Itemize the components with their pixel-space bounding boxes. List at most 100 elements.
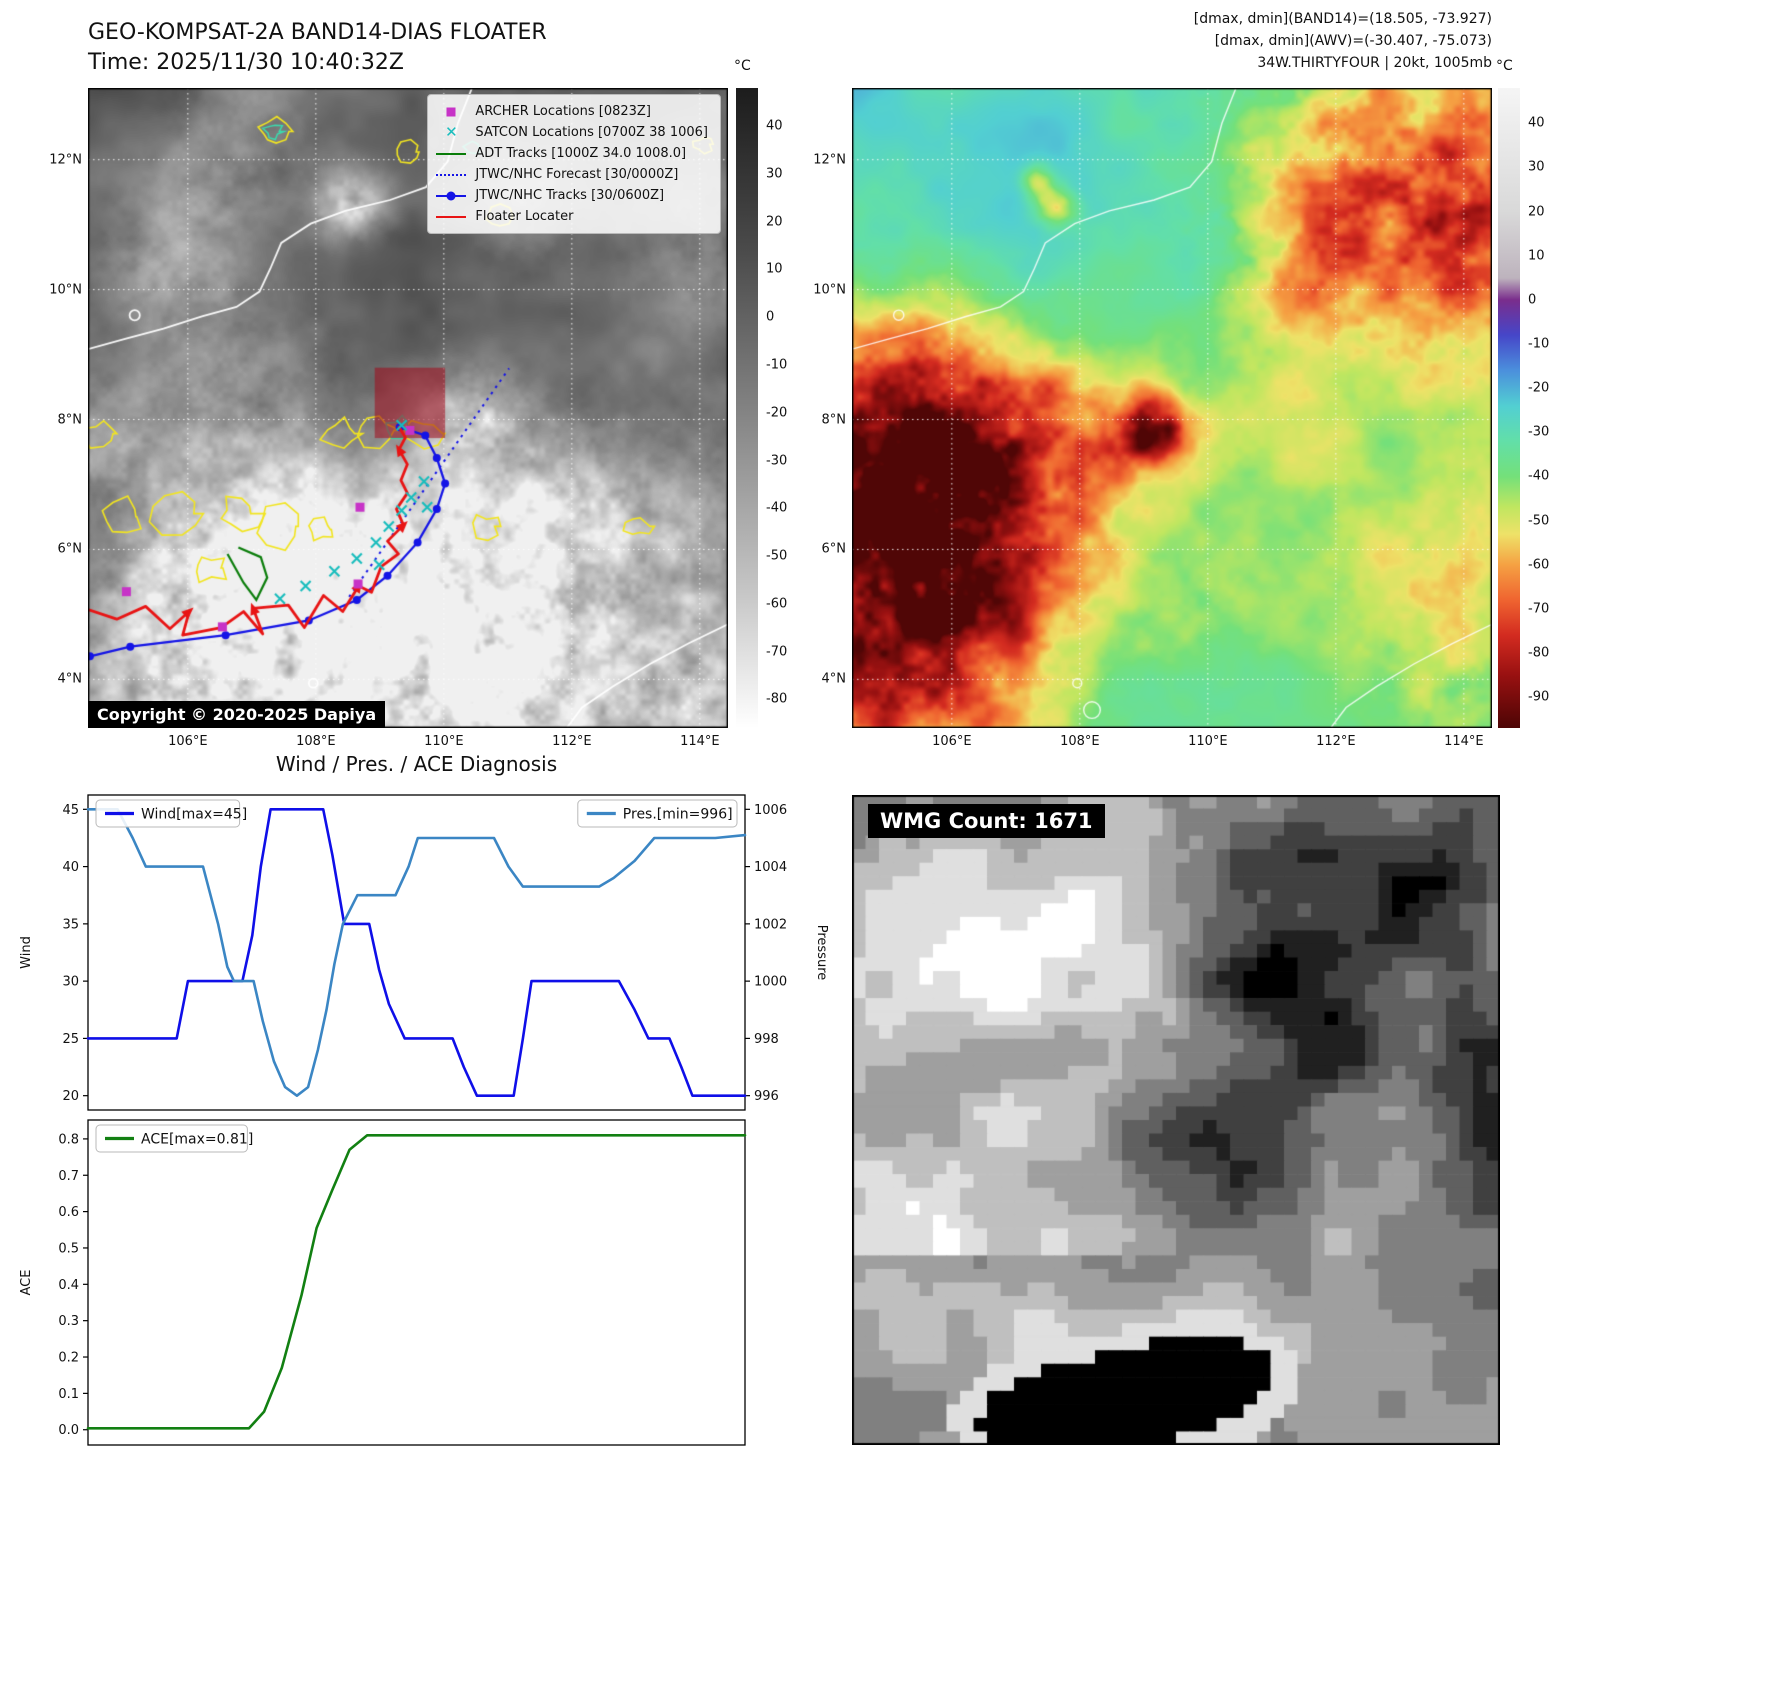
colorbar-tick-label: -80 xyxy=(1528,645,1550,661)
legend-entry: ✕ SATCON Locations [0700Z 38 1006] xyxy=(436,122,708,143)
awv-colorbar xyxy=(1498,88,1520,728)
colorbar-tick-label: 0 xyxy=(1528,292,1537,308)
colorbar-tick-label: -40 xyxy=(766,500,788,516)
colorbar-tick-label: -40 xyxy=(1528,468,1550,484)
colorbar-tick-label: 10 xyxy=(1528,248,1545,264)
awv-satellite-image xyxy=(852,88,1492,728)
legend-entry-label: JTWC/NHC Forecast [30/0000Z] xyxy=(475,167,679,182)
band14-time: Time: 2025/11/30 10:40:32Z xyxy=(88,50,404,75)
lon-tick-label: 114°E xyxy=(1444,734,1484,749)
lat-tick-label: 10°N xyxy=(49,282,82,298)
colorbar-tick-label: -20 xyxy=(766,405,788,421)
colorbar-tick-label: -70 xyxy=(766,644,788,660)
awv-colorbar-unit: °C xyxy=(1496,58,1513,74)
awv-header-line1: [dmax, dmin](BAND14)=(18.505, -73.927) xyxy=(1193,11,1492,27)
colorbar-tick-label: -60 xyxy=(1528,557,1550,573)
colorbar-tick-label: -10 xyxy=(766,357,788,373)
svg-text:Wind: Wind xyxy=(19,936,34,969)
line-marker-icon xyxy=(436,209,467,225)
colorbar-tick-label: -30 xyxy=(766,453,788,469)
lat-tick-label: 4°N xyxy=(57,671,83,687)
copyright-badge: Copyright © 2020-2025 Dapiya xyxy=(88,701,386,728)
legend-entry: JTWC/NHC Forecast [30/0000Z] xyxy=(436,164,708,185)
lat-tick-label: 8°N xyxy=(821,412,847,428)
lon-tick-label: 110°E xyxy=(424,734,464,749)
legend-entry-label: ARCHER Locations [0823Z] xyxy=(475,104,651,119)
svg-text:35: 35 xyxy=(62,917,79,932)
colorbar-tick-label: -30 xyxy=(1528,424,1550,440)
line-marker-icon xyxy=(436,146,467,162)
svg-text:0.7: 0.7 xyxy=(58,1169,79,1184)
awv-header-line3: 34W.THIRTYFOUR | 20kt, 1005mb xyxy=(1257,55,1492,71)
lat-tick-label: 12°N xyxy=(813,152,846,168)
wmg-panel: WMG Count: 1671 xyxy=(852,795,1500,1445)
band14-map: ARCHER Locations [0823Z] ✕ SATCON Location… xyxy=(88,88,728,728)
lon-tick-label: 112°E xyxy=(1316,734,1356,749)
lon-tick-label: 106°E xyxy=(168,734,208,749)
svg-text:996: 996 xyxy=(754,1089,779,1104)
legend-entry-label: Floater Locater xyxy=(475,209,574,224)
svg-text:998: 998 xyxy=(754,1032,779,1047)
svg-text:30: 30 xyxy=(62,975,79,990)
colorbar-tick-label: -70 xyxy=(1528,601,1550,617)
svg-text:1000: 1000 xyxy=(754,975,787,990)
lat-tick-label: 8°N xyxy=(57,412,83,428)
svg-text:40: 40 xyxy=(62,860,79,875)
legend-entry: ARCHER Locations [0823Z] xyxy=(436,101,708,122)
colorbar-tick-label: 20 xyxy=(1528,204,1545,220)
svg-text:1006: 1006 xyxy=(754,803,787,818)
lon-tick-label: 108°E xyxy=(1060,734,1100,749)
colorbar-tick-label: -10 xyxy=(1528,336,1550,352)
svg-text:0.4: 0.4 xyxy=(58,1278,79,1293)
ace-chart: 0.0 0.1 0.2 0.3 0.4 0.5 0.6 0.7 0.8 ACE ACE[max=0.… xyxy=(19,1119,747,1446)
awv-header: [dmax, dmin](BAND14)=(18.505, -73.927) [… xyxy=(1194,8,1492,74)
svg-text:Wind[max=45]: Wind[max=45] xyxy=(141,807,247,823)
svg-text:1004: 1004 xyxy=(754,860,787,875)
awv-map xyxy=(852,88,1492,728)
lat-tick-label: 6°N xyxy=(821,541,847,557)
wmg-microwave-image xyxy=(852,795,1500,1445)
colorbar-tick-label: -80 xyxy=(766,691,788,707)
svg-text:0.1: 0.1 xyxy=(58,1387,79,1402)
svg-text:0.5: 0.5 xyxy=(58,1241,79,1256)
colorbar-tick-label: 30 xyxy=(1528,159,1545,175)
band14-colorbar-unit: °C xyxy=(734,58,751,74)
dotted-marker-icon xyxy=(436,167,467,183)
colorbar-tick-label: 30 xyxy=(766,166,783,182)
lon-tick-label: 114°E xyxy=(680,734,720,749)
svg-text:20: 20 xyxy=(62,1089,79,1104)
awv-header-line2: [dmax, dmin](AWV)=(-30.407, -75.073) xyxy=(1214,33,1492,49)
svg-text:45: 45 xyxy=(62,803,79,818)
svg-text:0.2: 0.2 xyxy=(58,1351,79,1366)
svg-text:1002: 1002 xyxy=(754,917,787,932)
svg-text:25: 25 xyxy=(62,1032,79,1047)
svg-text:Pressure: Pressure xyxy=(814,925,829,981)
colorbar-tick-label: 40 xyxy=(1528,115,1545,131)
legend-entry: ADT Tracks [1000Z 34.0 1008.0] xyxy=(436,143,708,164)
lat-tick-label: 6°N xyxy=(57,541,83,557)
lon-tick-label: 108°E xyxy=(296,734,336,749)
svg-text:Pres.[min=996]: Pres.[min=996] xyxy=(623,807,733,823)
legend-entry: Floater Locater xyxy=(436,206,708,227)
colorbar-tick-label: -20 xyxy=(1528,380,1550,396)
band14-title: GEO-KOMPSAT-2A BAND14-DIAS FLOATER xyxy=(88,20,547,45)
lat-tick-label: 10°N xyxy=(813,282,846,298)
colorbar-tick-label: 0 xyxy=(766,309,775,325)
legend-entry-label: JTWC/NHC Tracks [30/0600Z] xyxy=(475,188,665,203)
wmg-count-label: WMG Count: 1671 xyxy=(868,804,1105,838)
colorbar-tick-label: -50 xyxy=(766,548,788,564)
svg-text:ACE: ACE xyxy=(19,1270,34,1296)
colorbar-tick-label: -60 xyxy=(766,596,788,612)
legend-entry: JTWC/NHC Tracks [30/0600Z] xyxy=(436,185,708,206)
colorbar-tick-label: -50 xyxy=(1528,513,1550,529)
svg-text:ACE[max=0.81]: ACE[max=0.81] xyxy=(141,1132,253,1148)
lon-tick-label: 106°E xyxy=(932,734,972,749)
colorbar-tick-label: -90 xyxy=(1528,689,1550,705)
legend-entry-label: ADT Tracks [1000Z 34.0 1008.0] xyxy=(475,146,687,161)
svg-text:0.3: 0.3 xyxy=(58,1314,79,1329)
band14-colorbar xyxy=(736,88,758,728)
x-marker-icon: ✕ xyxy=(445,122,458,141)
line-dot-marker-icon xyxy=(436,188,467,204)
colorbar-tick-label: 20 xyxy=(766,214,783,230)
